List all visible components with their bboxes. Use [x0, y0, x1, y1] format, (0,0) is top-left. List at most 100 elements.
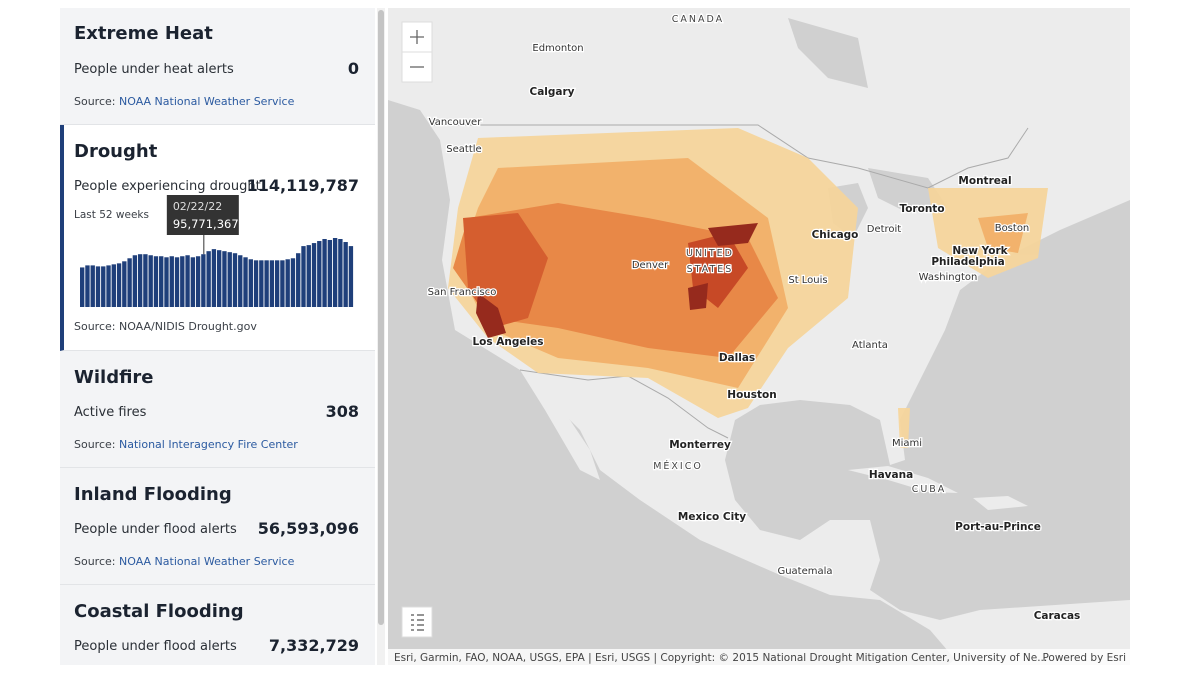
drought-d4 — [476, 293, 506, 338]
card-drought[interactable]: Drought People experiencing drought 114,… — [60, 125, 375, 351]
card-title: Wildfire — [74, 367, 154, 388]
card-heat[interactable]: Extreme Heat People under heat alerts 0 … — [60, 8, 375, 125]
metric-label: People under heat alerts — [74, 62, 234, 77]
metric-label: People under flood alerts — [74, 639, 237, 654]
map-label: Chicago — [812, 229, 859, 241]
map-label: Washington — [919, 272, 978, 283]
legend-button[interactable] — [401, 606, 433, 638]
spark-bar — [148, 255, 153, 307]
metric-value: 7,332,729 — [268, 636, 359, 655]
border-canada-us — [433, 124, 1029, 189]
drought-d4b — [688, 283, 708, 310]
legend-button-box — [401, 606, 433, 638]
spark-bar — [296, 253, 301, 307]
spark-bar — [101, 266, 106, 307]
spark-bar — [243, 257, 248, 307]
sparkline: 02/22/22 95,771,367 — [80, 195, 354, 307]
metric-value: 0 — [347, 59, 359, 78]
map-label: Monterrey — [669, 439, 731, 451]
spark-bar — [348, 246, 354, 307]
drought-fl — [898, 408, 910, 448]
spark-bar — [338, 238, 343, 307]
spark-bar — [111, 264, 116, 307]
spark-bar — [127, 258, 132, 307]
map-label: Atlanta — [852, 340, 888, 351]
spark-bar — [264, 260, 269, 307]
spark-bar — [238, 255, 243, 307]
map-label: Boston — [995, 223, 1030, 234]
lake-huron — [868, 168, 948, 213]
source-link[interactable]: NOAA National Weather Service — [119, 95, 295, 108]
map-label: Toronto — [899, 203, 944, 215]
spark-bar — [95, 266, 101, 307]
spark-bar — [211, 249, 217, 307]
metric-value: 56,593,096 — [257, 519, 359, 538]
map-label: CANADA — [672, 14, 724, 25]
drought-d4c — [708, 223, 758, 246]
hispaniola — [973, 496, 1028, 510]
spark-bar — [159, 256, 164, 307]
card-inland-flooding[interactable]: Inland Flooding People under flood alert… — [60, 468, 375, 585]
map-label: Los Angeles — [472, 336, 543, 348]
legend-icon — [411, 614, 424, 631]
source: Source: NOAA/NIDIS Drought.gov — [74, 320, 257, 333]
map-label: Detroit — [867, 224, 902, 235]
spark-bar — [311, 243, 317, 307]
spark-bar — [253, 260, 259, 307]
source-prefix: Source: — [74, 438, 116, 451]
metric-label: People experiencing drought — [74, 179, 261, 194]
spark-bar — [137, 254, 143, 307]
source-prefix: Source: — [74, 95, 116, 108]
spark-bar — [132, 255, 138, 307]
attribution: Esri, Garmin, FAO, NOAA, USGS, EPA | Esr… — [394, 652, 1047, 664]
spark-bar — [227, 252, 232, 307]
source-prefix: Source: — [74, 555, 116, 568]
scrollbar-track — [377, 8, 385, 665]
spark-bar — [185, 255, 190, 307]
spark-bar — [322, 238, 327, 307]
map-label: Havana — [869, 469, 913, 481]
spark-bar — [280, 260, 285, 307]
card-title: Coastal Flooding — [74, 601, 244, 622]
hudson-area-water — [788, 18, 868, 88]
spark-bar — [180, 256, 185, 307]
spark-bar — [232, 253, 238, 307]
card-wildfire[interactable]: Wildfire Active fires 308 Source: Nation… — [60, 351, 375, 468]
source-link[interactable]: National Interagency Fire Center — [119, 438, 298, 451]
drought-layer — [448, 128, 1048, 448]
tooltip-date: 02/22/22 — [173, 200, 222, 213]
map-label: Edmonton — [532, 43, 583, 54]
spark-bar — [285, 259, 290, 307]
zoom-in-icon — [410, 30, 424, 44]
spark-bar — [174, 257, 180, 307]
map-label: Mexico City — [678, 511, 746, 523]
sparkline-label: Last 52 weeks — [74, 209, 149, 221]
map-label: Denver — [632, 260, 669, 271]
spark-bar — [274, 260, 280, 307]
map-label: Houston — [727, 389, 776, 401]
card-coastal-flooding[interactable]: Coastal Flooding People under flood aler… — [60, 585, 375, 665]
map-label: Seattle — [446, 144, 481, 155]
map[interactable]: CANADA Edmonton Calgary Vancouver Seattle Mon… — [388, 8, 1130, 665]
spark-bar — [206, 251, 211, 307]
source-link[interactable]: NOAA National Weather Service — [119, 555, 295, 568]
source: Source: National Interagency Fire Center — [74, 438, 298, 451]
tooltip-value: 95,771,367 — [173, 217, 239, 231]
spark-bar — [259, 260, 264, 307]
map-label: St Louis — [788, 275, 827, 286]
scrollbar-thumb[interactable] — [378, 10, 384, 625]
attribution-bar — [388, 649, 1130, 665]
tooltip-box — [166, 195, 239, 235]
map-label: Philadelphia — [931, 256, 1004, 268]
map-label: San Francisco — [428, 287, 497, 298]
map-label: Vancouver — [429, 117, 483, 128]
map-label: MÉXICO — [653, 460, 703, 472]
spark-bar — [332, 238, 338, 307]
map-label: Montreal — [958, 175, 1011, 187]
map-label: CUBA — [912, 484, 947, 495]
spark-bar — [201, 254, 206, 307]
spark-bar — [343, 242, 348, 307]
zoom-in[interactable] — [410, 30, 424, 44]
spark-bar — [301, 246, 306, 307]
source: Source: NOAA National Weather Service — [74, 95, 294, 108]
